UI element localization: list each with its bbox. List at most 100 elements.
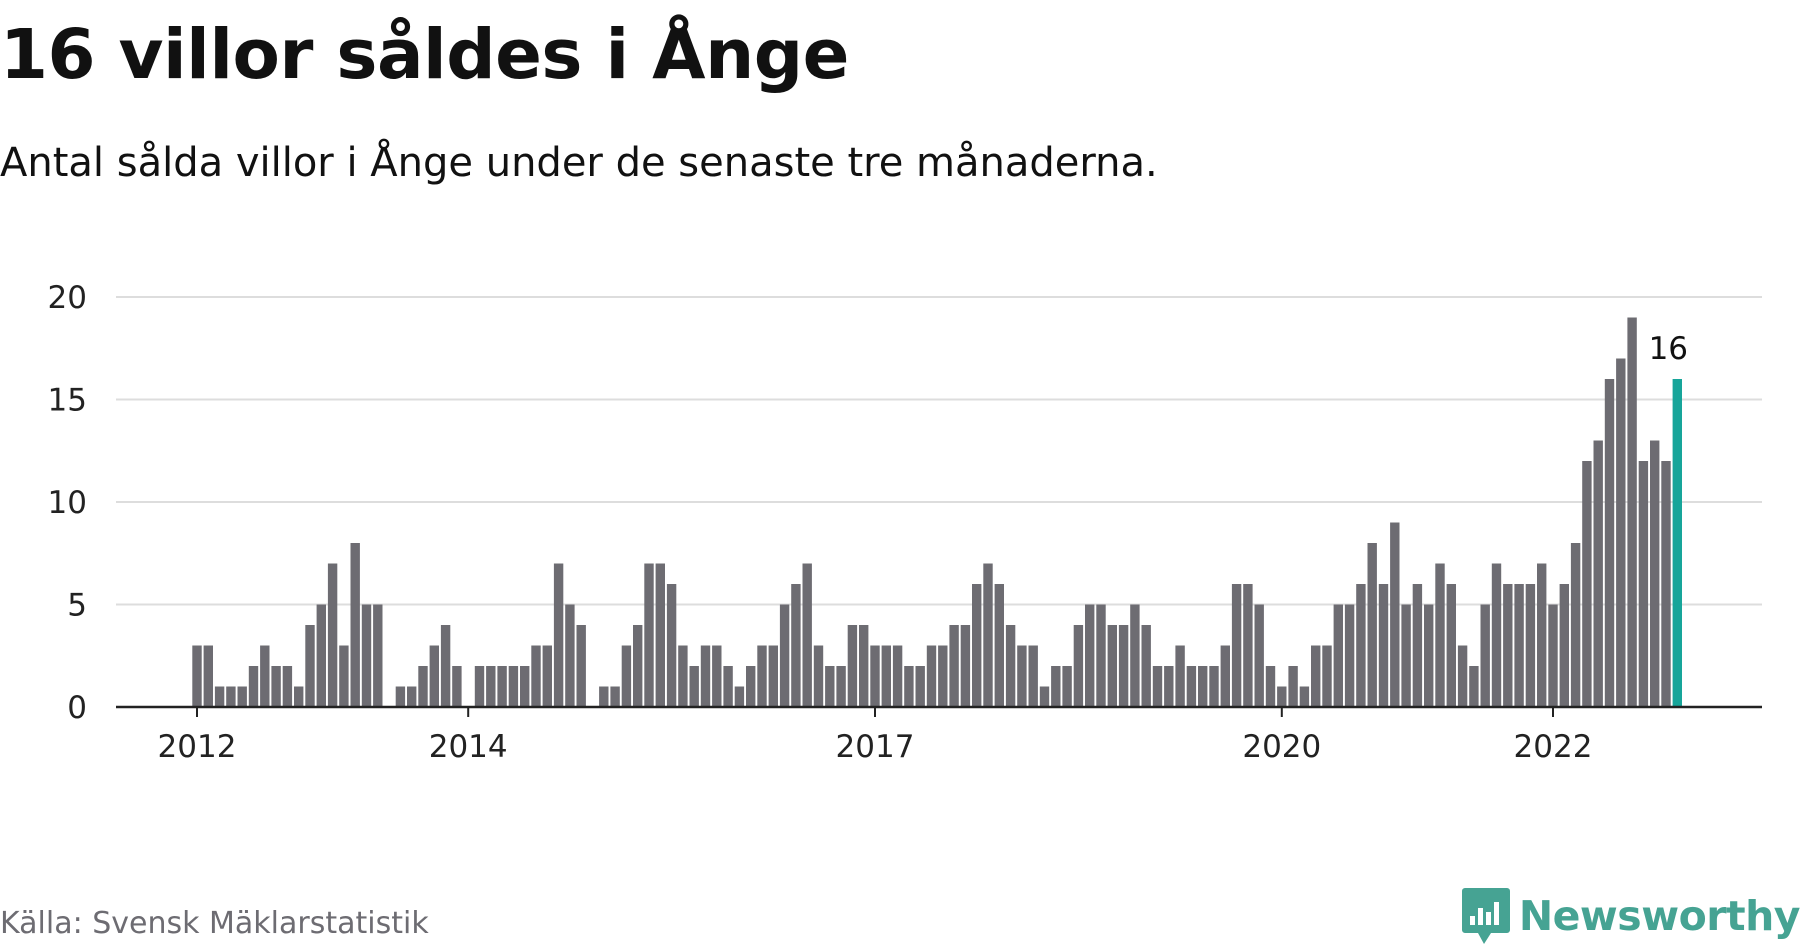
bar bbox=[881, 645, 891, 707]
bar bbox=[1073, 625, 1084, 707]
y-tick-label: 10 bbox=[48, 485, 87, 521]
bar bbox=[1085, 604, 1095, 707]
bar bbox=[1118, 625, 1129, 707]
bar bbox=[1491, 563, 1502, 707]
bar bbox=[825, 666, 835, 707]
bar bbox=[327, 563, 338, 707]
bar bbox=[813, 645, 824, 707]
bar bbox=[282, 666, 293, 707]
bar bbox=[1096, 604, 1106, 707]
bar bbox=[474, 666, 485, 707]
bar bbox=[361, 604, 372, 707]
bar bbox=[1277, 686, 1287, 707]
bar bbox=[621, 645, 632, 707]
bar bbox=[1525, 584, 1536, 707]
x-tick-label: 2017 bbox=[836, 729, 915, 765]
bar bbox=[1469, 666, 1479, 707]
bar bbox=[565, 604, 575, 707]
bar bbox=[1390, 522, 1400, 707]
bar bbox=[1209, 666, 1219, 707]
newsworthy-logo: Newsworthy bbox=[1461, 886, 1800, 946]
bar bbox=[746, 666, 756, 707]
bar bbox=[836, 666, 846, 707]
y-tick-label: 0 bbox=[67, 690, 87, 726]
bar bbox=[271, 666, 281, 707]
bar bbox=[508, 666, 519, 707]
bar bbox=[305, 625, 315, 707]
bar bbox=[870, 645, 880, 707]
bar bbox=[700, 645, 711, 707]
highlighted-bar bbox=[1672, 379, 1682, 707]
bar bbox=[768, 645, 778, 707]
bar bbox=[610, 686, 620, 707]
bar bbox=[1175, 645, 1185, 707]
bar bbox=[983, 563, 993, 707]
bar bbox=[678, 645, 688, 707]
bar bbox=[1435, 563, 1445, 707]
bar bbox=[689, 666, 699, 707]
bar bbox=[1548, 604, 1558, 707]
highlight-value-label: 16 bbox=[1649, 331, 1688, 367]
bar bbox=[734, 686, 745, 707]
bar bbox=[1322, 645, 1332, 707]
brand-name: Newsworthy bbox=[1518, 892, 1800, 940]
bar bbox=[452, 666, 462, 707]
bar bbox=[1107, 625, 1117, 707]
bar bbox=[226, 686, 236, 707]
bar bbox=[192, 645, 202, 707]
bar bbox=[1265, 666, 1276, 707]
bar bbox=[1367, 543, 1377, 707]
bar bbox=[1570, 543, 1581, 707]
bar bbox=[644, 563, 654, 707]
bar bbox=[666, 584, 677, 707]
bar bbox=[859, 625, 869, 707]
bar bbox=[1152, 666, 1163, 707]
bar bbox=[350, 543, 360, 707]
bar bbox=[237, 686, 247, 707]
bar bbox=[1062, 666, 1072, 707]
bar bbox=[1661, 461, 1671, 707]
bar bbox=[712, 645, 722, 707]
bar bbox=[1141, 625, 1151, 707]
source-note: Källa: Svensk Mäklarstatistik bbox=[0, 906, 429, 941]
bar bbox=[1186, 666, 1197, 707]
bar bbox=[1356, 584, 1366, 707]
bar bbox=[1514, 584, 1524, 707]
bar bbox=[1604, 379, 1615, 707]
bar bbox=[1220, 645, 1230, 707]
bar bbox=[1424, 604, 1434, 707]
bar bbox=[1582, 461, 1592, 707]
bar bbox=[1130, 604, 1140, 707]
chart-title: 16 villor såldes i Ånge bbox=[0, 15, 849, 95]
bar bbox=[486, 666, 496, 707]
bar bbox=[960, 625, 971, 707]
bar bbox=[316, 604, 326, 707]
y-tick-label: 15 bbox=[48, 383, 87, 419]
bar bbox=[904, 666, 914, 707]
bar bbox=[1288, 666, 1298, 707]
bar bbox=[1627, 317, 1637, 707]
bar bbox=[497, 666, 507, 707]
bar bbox=[1039, 686, 1050, 707]
bar bbox=[1401, 604, 1411, 707]
bar bbox=[926, 645, 937, 707]
bar-chart: 0 5 10 15 20 2012 2014 2017 2020 2022 16 bbox=[48, 280, 1762, 765]
bar bbox=[576, 625, 586, 707]
bar bbox=[418, 666, 428, 707]
bar bbox=[1616, 358, 1626, 707]
bar bbox=[1537, 563, 1547, 707]
bar bbox=[915, 666, 925, 707]
bar bbox=[757, 645, 767, 707]
bar bbox=[599, 686, 609, 707]
chart-subtitle: Antal sålda villor i Ånge under de senas… bbox=[0, 140, 1158, 186]
bar bbox=[260, 645, 270, 707]
bar bbox=[1198, 666, 1208, 707]
bar bbox=[339, 645, 349, 707]
bar bbox=[395, 686, 406, 707]
bar bbox=[633, 625, 643, 707]
x-tick-label: 2014 bbox=[429, 729, 508, 765]
x-tick-label: 2022 bbox=[1514, 729, 1593, 765]
bar bbox=[1344, 604, 1355, 707]
bar bbox=[802, 563, 812, 707]
bar bbox=[723, 666, 733, 707]
